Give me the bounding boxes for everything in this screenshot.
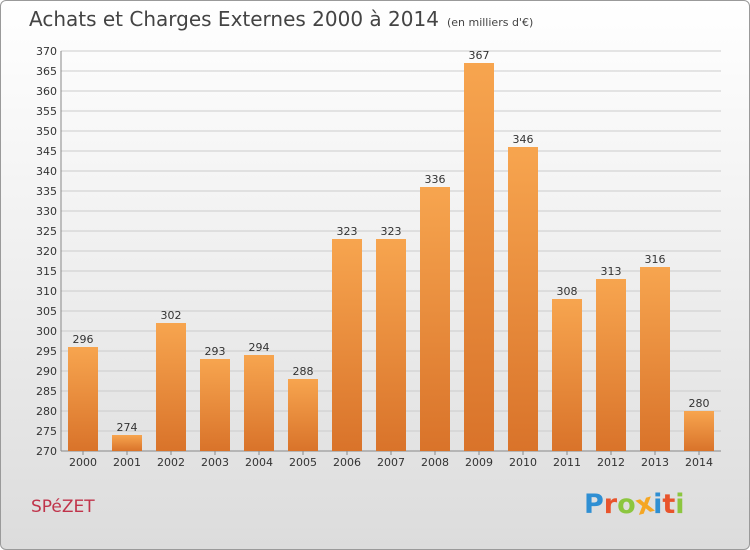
y-tick-label: 300 (36, 325, 57, 338)
town-name: SPéZET (31, 497, 95, 517)
x-tick-label-2002: 2002 (157, 456, 185, 469)
x-tick-label-2000: 2000 (69, 456, 97, 469)
bar-2004 (244, 355, 274, 451)
bar-2013 (640, 267, 670, 451)
x-tick-label-2001: 2001 (113, 456, 141, 469)
bar-2010 (508, 147, 538, 451)
y-tick-labels: 270 275 280 285 290 295 300 305 310 315 320 325 330 3… (36, 45, 57, 458)
y-tick-label: 310 (36, 285, 57, 298)
value-label-2009: 367 (469, 49, 490, 62)
y-tick-label: 345 (36, 145, 57, 158)
x-tick-label-2014: 2014 (685, 456, 713, 469)
bar-2001 (112, 435, 142, 451)
y-tick-label: 350 (36, 125, 57, 138)
y-tick-label: 360 (36, 85, 57, 98)
value-label-2001: 274 (117, 421, 138, 434)
logo-letter: t (662, 489, 676, 520)
logo-letter: r (603, 489, 618, 520)
y-tick-label: 270 (36, 445, 57, 458)
y-tick-label: 275 (36, 425, 57, 438)
y-tick-label: 330 (36, 205, 57, 218)
logo-letter: i (653, 489, 663, 520)
value-label-2002: 302 (161, 309, 182, 322)
value-label-2012: 313 (601, 265, 622, 278)
value-label-2006: 323 (337, 225, 358, 238)
bar-2000 (68, 347, 98, 451)
y-tick-label: 365 (36, 65, 57, 78)
y-tick-label: 335 (36, 185, 57, 198)
bar-2003 (200, 359, 230, 451)
chart-title-text: Achats et Charges Externes 2000 à 2014 (29, 7, 439, 31)
x-tick-label-2008: 2008 (421, 456, 449, 469)
y-tick-label: 315 (36, 265, 57, 278)
value-label-2005: 288 (293, 365, 314, 378)
x-tick-label-2013: 2013 (641, 456, 669, 469)
x-tick-label-2006: 2006 (333, 456, 361, 469)
logo-letter: P (584, 489, 604, 520)
value-label-2007: 323 (381, 225, 402, 238)
y-tick-label: 295 (36, 345, 57, 358)
chart-subtitle: (en milliers d'€) (446, 16, 534, 29)
bar-2005 (288, 379, 318, 451)
logo-letter: i (675, 489, 685, 520)
y-tick-label: 370 (36, 45, 57, 58)
y-tick-label: 340 (36, 165, 57, 178)
chart-title: Achats et Charges Externes 2000 à 2014 (e… (29, 7, 533, 31)
proxiti-logo[interactable]: Proxiti (584, 487, 685, 521)
x-tick-label-2004: 2004 (245, 456, 273, 469)
bars (68, 63, 714, 451)
bar-2011 (552, 299, 582, 451)
logo-letter: o (617, 489, 636, 520)
value-labels: 296 274 302 293 294 288 323 323 336 367 346 308 313 3… (73, 49, 710, 434)
bar-2014 (684, 411, 714, 451)
x-tick-label-2012: 2012 (597, 456, 625, 469)
bar-2008 (420, 187, 450, 451)
x-tick-label-2011: 2011 (553, 456, 581, 469)
x-tick-label-2009: 2009 (465, 456, 493, 469)
y-tick-label: 325 (36, 225, 57, 238)
y-tick-label: 320 (36, 245, 57, 258)
x-tick-label-2010: 2010 (509, 456, 537, 469)
value-label-2000: 296 (73, 333, 94, 346)
value-label-2004: 294 (249, 341, 270, 354)
value-label-2014: 280 (689, 397, 710, 410)
value-label-2003: 293 (205, 345, 226, 358)
bar-2006 (332, 239, 362, 451)
bar-2007 (376, 239, 406, 451)
value-label-2013: 316 (645, 253, 666, 266)
bar-2009 (464, 63, 494, 451)
x-tick-label-2003: 2003 (201, 456, 229, 469)
bar-2002 (156, 323, 186, 451)
y-tick-label: 280 (36, 405, 57, 418)
y-tick-label: 305 (36, 305, 57, 318)
value-label-2008: 336 (425, 173, 446, 186)
y-tick-label: 290 (36, 365, 57, 378)
y-tick-label: 355 (36, 105, 57, 118)
x-tick-label-2007: 2007 (377, 456, 405, 469)
y-tick-label: 285 (36, 385, 57, 398)
value-label-2010: 346 (513, 133, 534, 146)
x-tick-labels: 2000 2001 2002 2003 2004 2005 2006 2007 2008 2009… (69, 456, 713, 469)
bar-2012 (596, 279, 626, 451)
value-label-2011: 308 (557, 285, 578, 298)
x-tick-label-2005: 2005 (289, 456, 317, 469)
